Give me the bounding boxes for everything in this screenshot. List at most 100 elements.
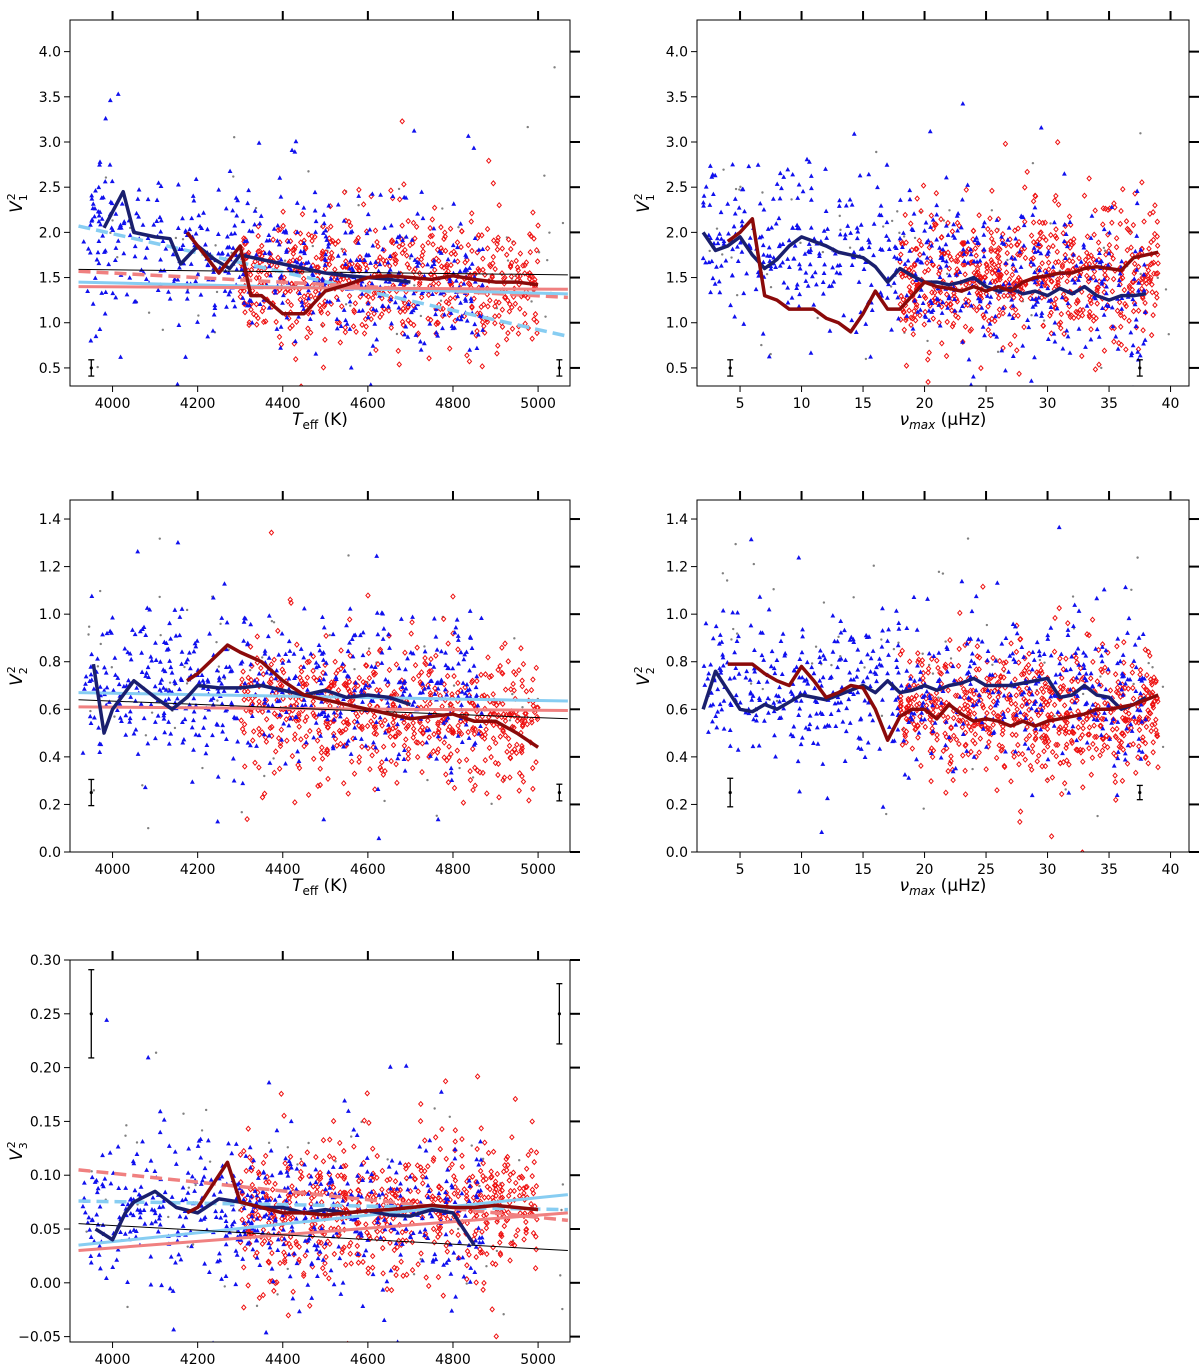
blue-point bbox=[761, 207, 767, 212]
blue-point bbox=[347, 298, 353, 304]
blue-point bbox=[1059, 294, 1065, 300]
red-point bbox=[935, 664, 941, 672]
red-point bbox=[290, 257, 296, 264]
blue-point bbox=[708, 289, 713, 295]
blue-point bbox=[816, 251, 822, 256]
red-point bbox=[419, 768, 425, 776]
red-point bbox=[990, 721, 996, 728]
red-point bbox=[486, 744, 493, 752]
blue-point bbox=[134, 210, 139, 216]
red-point bbox=[517, 272, 523, 280]
blue-point bbox=[97, 749, 103, 755]
blue-point bbox=[100, 632, 105, 637]
blue-point bbox=[968, 251, 974, 257]
red-point bbox=[396, 243, 402, 250]
blue-point bbox=[928, 224, 933, 229]
red-point bbox=[1060, 291, 1067, 298]
red-point bbox=[1114, 725, 1120, 732]
red-point bbox=[372, 227, 379, 234]
grey-point bbox=[261, 656, 264, 659]
red-point bbox=[249, 695, 256, 702]
red-point bbox=[915, 722, 921, 730]
blue-point bbox=[166, 741, 172, 746]
red-point bbox=[999, 731, 1006, 738]
red-point bbox=[1010, 711, 1017, 718]
blue-point bbox=[1054, 305, 1060, 311]
blue-point bbox=[109, 200, 115, 206]
blue-point bbox=[797, 291, 802, 297]
red-point bbox=[918, 762, 924, 769]
blue-point bbox=[1083, 701, 1088, 707]
red-point bbox=[307, 329, 314, 336]
red-point bbox=[441, 739, 448, 746]
blue-point bbox=[99, 216, 105, 221]
blue-point bbox=[943, 241, 949, 247]
blue-point bbox=[115, 675, 121, 680]
grey-point bbox=[948, 209, 951, 212]
blue-point bbox=[116, 681, 122, 687]
blue-point bbox=[469, 261, 475, 266]
red-point bbox=[480, 769, 486, 777]
grey-point bbox=[990, 209, 994, 212]
blue-point bbox=[975, 295, 981, 301]
red-point bbox=[988, 235, 995, 243]
red-point bbox=[1151, 230, 1158, 238]
blue-point bbox=[226, 244, 232, 249]
red-point bbox=[898, 270, 904, 278]
red-point bbox=[238, 717, 245, 724]
red-point bbox=[924, 356, 931, 363]
blue-point bbox=[735, 244, 740, 249]
blue-point bbox=[274, 326, 280, 331]
red-point bbox=[911, 260, 918, 268]
red-point bbox=[292, 356, 299, 363]
red-point bbox=[527, 249, 534, 256]
blue-point bbox=[253, 252, 259, 257]
blue-point bbox=[940, 257, 946, 263]
red-point bbox=[512, 300, 519, 307]
blue-point bbox=[252, 208, 258, 213]
blue-point bbox=[810, 740, 816, 745]
grey-point bbox=[185, 682, 189, 685]
blue-point bbox=[946, 734, 952, 740]
grey-point bbox=[183, 665, 186, 669]
red-point bbox=[480, 255, 486, 262]
red-point bbox=[419, 740, 426, 747]
blue-point bbox=[134, 685, 140, 690]
red-point bbox=[312, 288, 319, 295]
blue-point bbox=[1109, 204, 1115, 209]
red-point bbox=[1011, 312, 1018, 319]
red-point bbox=[918, 241, 925, 249]
blue-point bbox=[140, 626, 145, 632]
blue-point bbox=[395, 234, 401, 240]
red-point bbox=[435, 280, 442, 287]
blue-point bbox=[1064, 243, 1070, 249]
blue-point bbox=[125, 649, 131, 655]
red-point bbox=[945, 219, 951, 227]
blue-point bbox=[313, 218, 319, 224]
blue-point bbox=[452, 325, 457, 330]
red-point bbox=[271, 710, 278, 717]
red-point bbox=[906, 307, 912, 314]
blue-point bbox=[92, 275, 98, 280]
blue-point bbox=[238, 661, 244, 666]
blue-point bbox=[1006, 669, 1011, 674]
blue-point bbox=[957, 269, 963, 275]
red-point bbox=[392, 256, 398, 264]
blue-point bbox=[161, 716, 167, 721]
blue-point bbox=[1091, 294, 1097, 299]
red-point bbox=[988, 257, 995, 264]
x-tick-label: 25 bbox=[977, 396, 995, 412]
blue-point bbox=[455, 694, 461, 699]
blue-point bbox=[141, 715, 147, 721]
blue-point bbox=[830, 649, 836, 654]
x-tick-label: 4800 bbox=[435, 396, 471, 412]
red-point bbox=[994, 270, 1000, 278]
blue-point bbox=[356, 308, 362, 313]
blue-point bbox=[966, 695, 971, 700]
red-point bbox=[535, 222, 541, 229]
blue-point bbox=[443, 662, 449, 668]
blue-point bbox=[454, 617, 460, 622]
blue-point bbox=[747, 235, 753, 240]
blue-point bbox=[256, 140, 262, 145]
red-point bbox=[990, 698, 997, 705]
